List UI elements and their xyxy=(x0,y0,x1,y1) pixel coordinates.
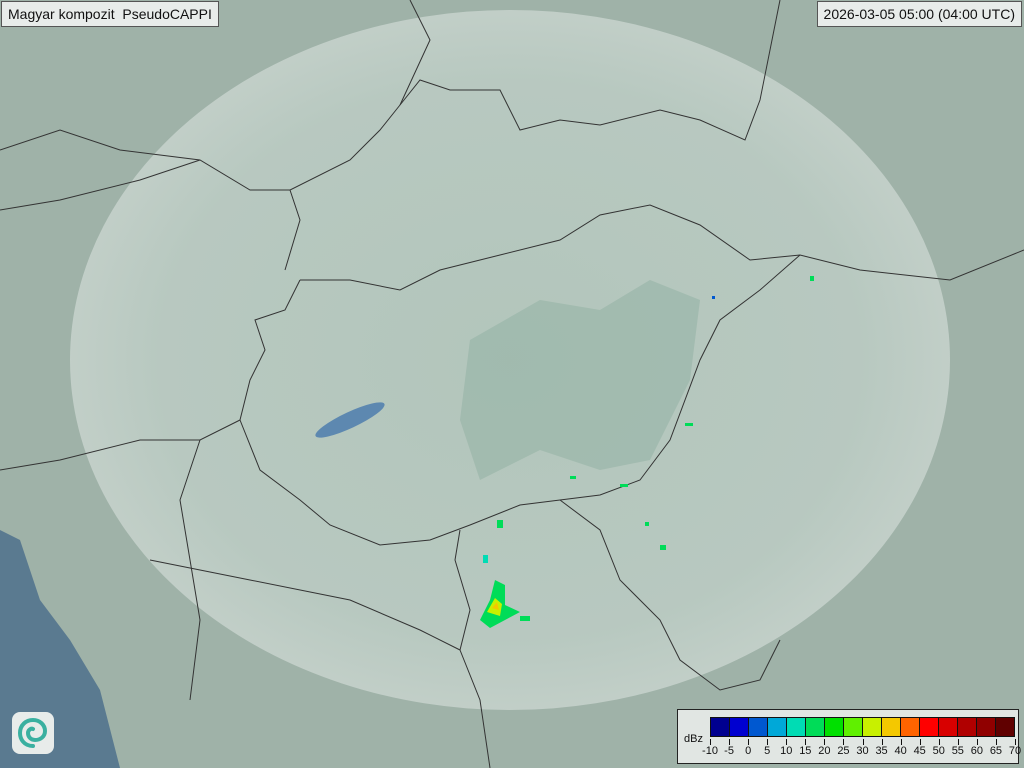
legend-label: -5 xyxy=(724,745,734,757)
legend-swatch xyxy=(958,718,977,736)
legend-swatch xyxy=(844,718,863,736)
legend-swatch xyxy=(882,718,901,736)
legend-tick xyxy=(786,739,788,745)
legend-tick xyxy=(900,739,902,745)
legend-swatch xyxy=(977,718,996,736)
legend-swatch xyxy=(939,718,958,736)
legend-label: 15 xyxy=(799,745,812,757)
legend-tick xyxy=(824,739,826,745)
great-plain xyxy=(460,280,700,480)
legend-label: 0 xyxy=(745,745,752,757)
legend-label: 50 xyxy=(932,745,945,757)
legend-label: 30 xyxy=(856,745,869,757)
legend-label: 65 xyxy=(989,745,1003,757)
legend-tick xyxy=(767,739,769,745)
legend-swatch xyxy=(920,718,939,736)
legend-swatch xyxy=(996,718,1014,736)
legend-swatch xyxy=(901,718,920,736)
legend-label: 70 xyxy=(1008,745,1022,757)
legend-tick xyxy=(976,739,978,745)
legend-swatch xyxy=(711,718,730,736)
legend-tick xyxy=(881,739,883,745)
map-title: Magyar kompozit PseudoCAPPI xyxy=(1,1,219,27)
legend-tick xyxy=(862,739,864,745)
lake-balaton xyxy=(315,402,385,438)
legend-label: 60 xyxy=(970,745,983,757)
legend-swatch xyxy=(825,718,844,736)
legend-tick xyxy=(843,739,845,745)
legend-tick xyxy=(957,739,959,745)
legend-tick xyxy=(938,739,940,745)
legend-swatch xyxy=(768,718,787,736)
legend-swatch xyxy=(806,718,825,736)
legend-label: 25 xyxy=(837,745,850,757)
legend-tick xyxy=(1015,739,1016,745)
radar-echoes xyxy=(480,276,814,628)
legend-tick xyxy=(919,739,921,745)
adriatic-sea xyxy=(0,530,120,768)
legend-tick xyxy=(710,739,711,745)
legend-label: 20 xyxy=(818,745,831,757)
timestamp: 2026-03-05 05:00 (04:00 UTC) xyxy=(816,1,1022,27)
swirl-logo-icon xyxy=(12,712,54,754)
legend-swatch xyxy=(749,718,768,736)
legend-swatch xyxy=(863,718,882,736)
legend-swatch xyxy=(787,718,806,736)
legend-label: 55 xyxy=(951,745,964,757)
legend-label: 5 xyxy=(764,745,771,757)
legend-label: 35 xyxy=(875,745,888,757)
legend-label: 40 xyxy=(894,745,907,757)
legend-tick xyxy=(729,739,731,745)
legend-tick xyxy=(748,739,750,745)
dbz-legend: dBz -10 -5 0 5 10 15 20 25 30 35 40 45 50 55 60 65 70 xyxy=(677,709,1022,764)
legend-label: 10 xyxy=(780,745,793,757)
legend-label: -10 xyxy=(702,745,718,757)
legend-swatch xyxy=(730,718,749,736)
legend-label: 45 xyxy=(913,745,926,757)
legend-tick xyxy=(805,739,807,745)
legend-tick xyxy=(995,739,997,745)
legend-color-bar xyxy=(710,717,1015,737)
legend-unit: dBz xyxy=(684,733,703,745)
